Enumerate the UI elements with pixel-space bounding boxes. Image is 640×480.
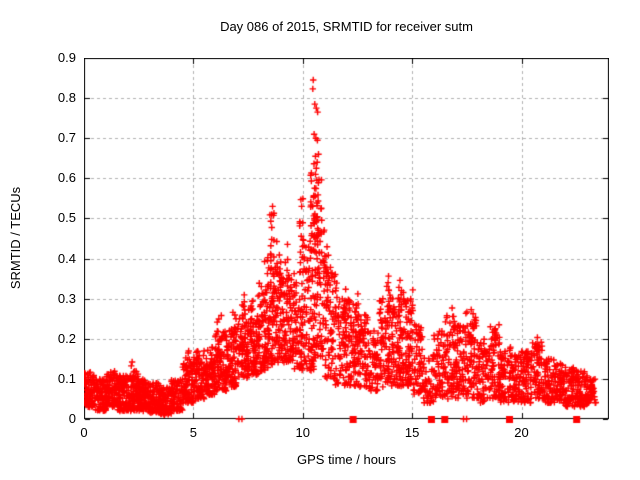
y-tick-label: 0.4 xyxy=(57,250,76,266)
x-tick-label: 5 xyxy=(189,425,197,440)
x-tick-label: 10 xyxy=(295,425,310,440)
y-tick-label: 0.3 xyxy=(57,290,76,306)
y-tick-label: 0.9 xyxy=(57,50,76,65)
y-tick-label: 0.8 xyxy=(57,90,76,106)
y-tick-label: 0.6 xyxy=(57,170,76,186)
x-axis-label: GPS time / hours xyxy=(297,452,396,467)
y-axis-label: SRMTID / TECUs xyxy=(8,186,23,290)
y-tick-label: 0.1 xyxy=(57,370,76,386)
x-tick-label: 15 xyxy=(404,425,420,440)
x-tick-label: 20 xyxy=(514,425,529,440)
y-tick-label: 0.5 xyxy=(57,210,76,226)
plot-canvas xyxy=(84,58,609,426)
chart-title: Day 086 of 2015, SRMTID for receiver sut… xyxy=(220,19,473,34)
y-tick-label: 0 xyxy=(68,411,76,426)
y-tick-label: 0.7 xyxy=(57,130,76,146)
y-tick-label: 0.2 xyxy=(57,330,76,346)
x-tick-label: 0 xyxy=(80,425,88,440)
